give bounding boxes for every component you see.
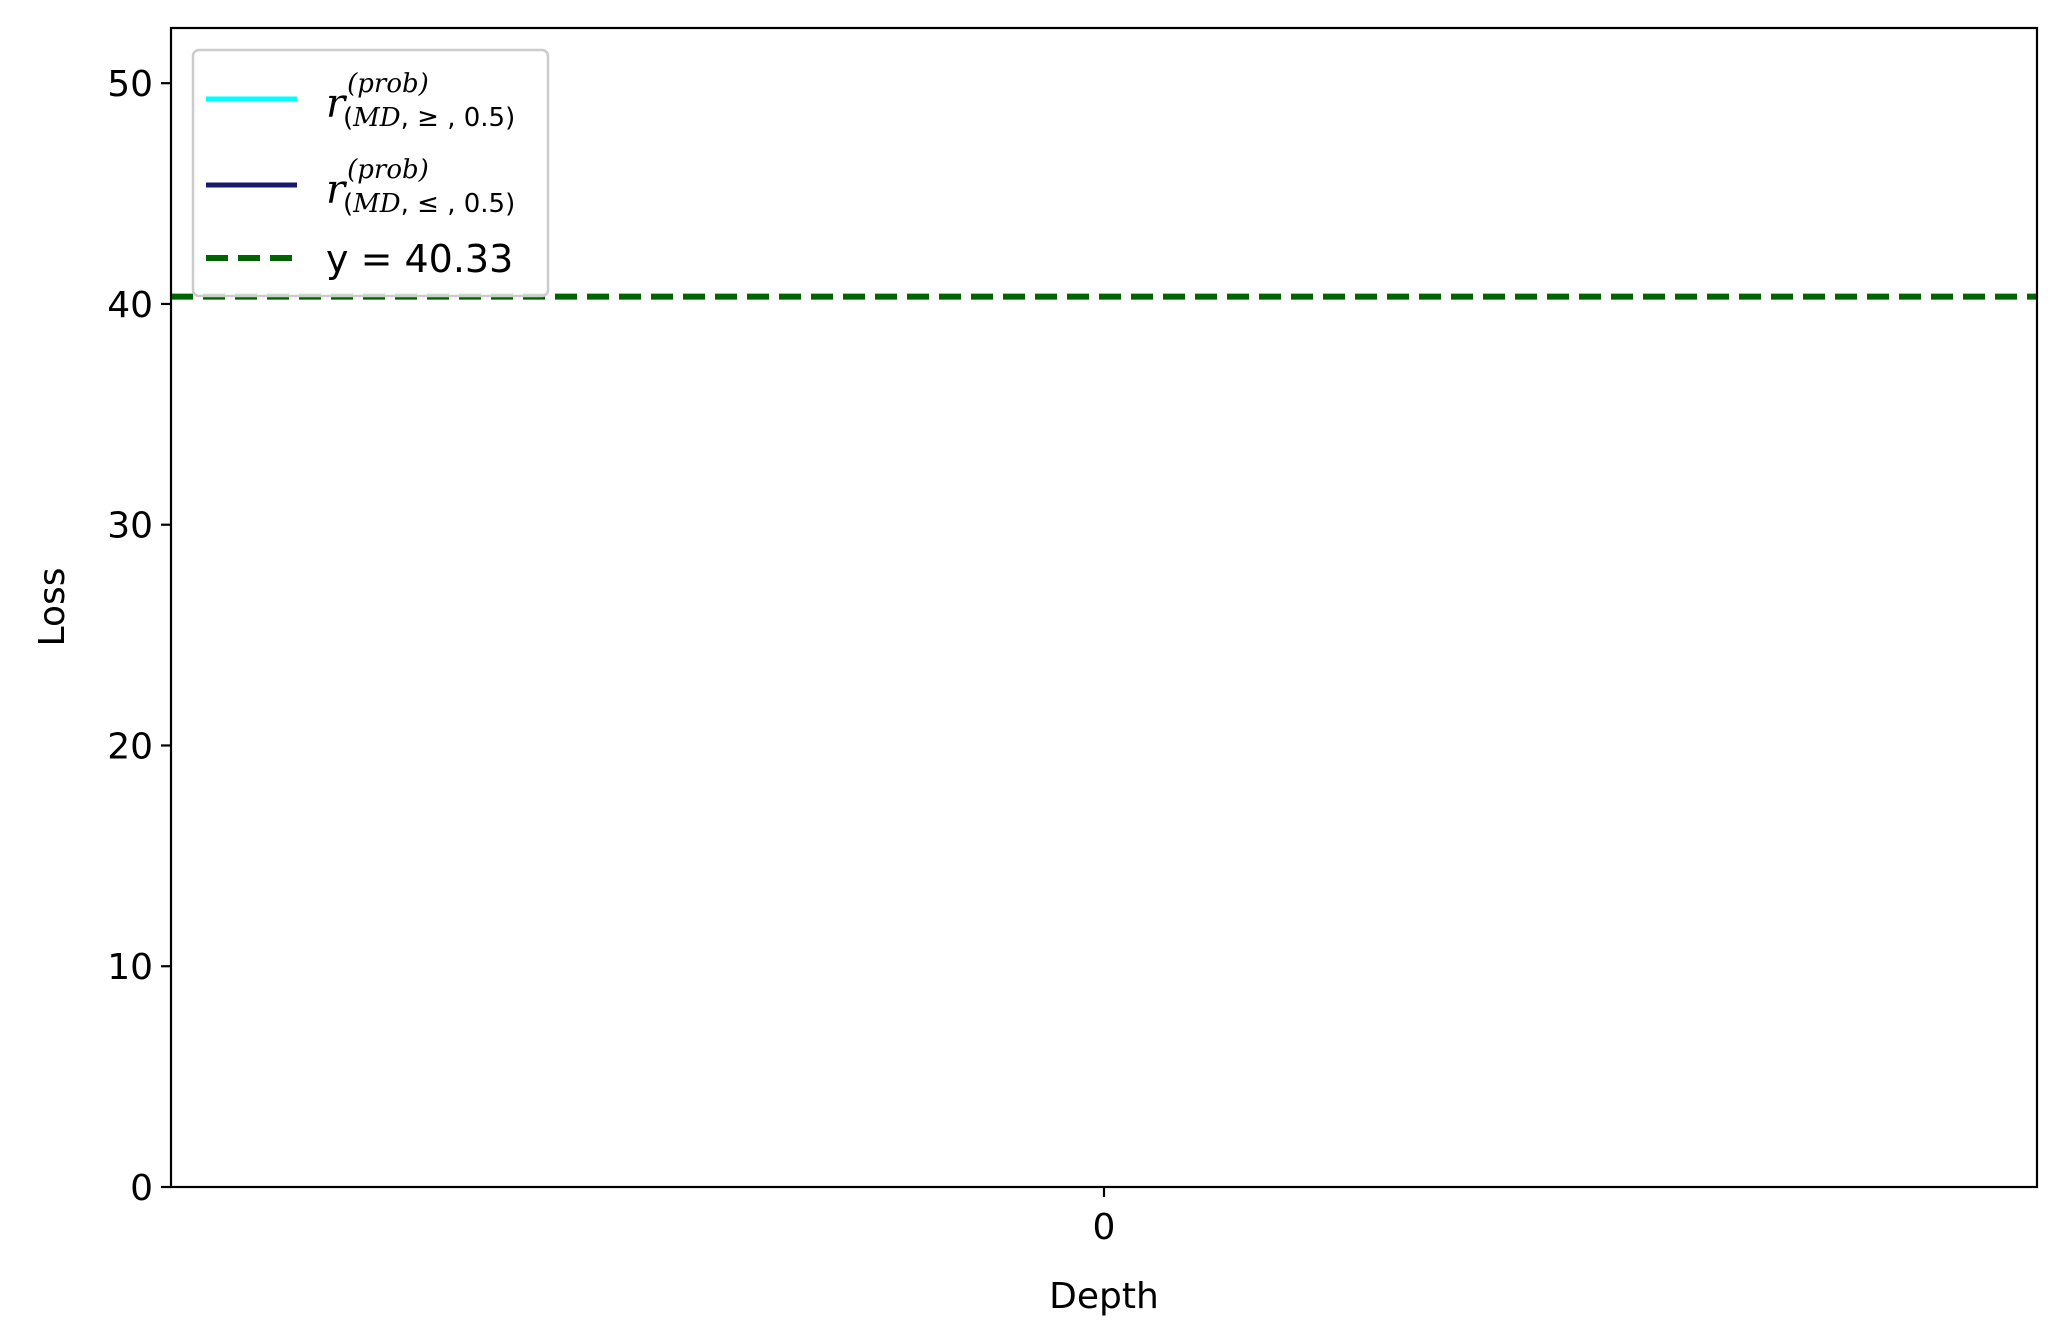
- legend-label: y = 40.33: [326, 237, 513, 281]
- legend-entry: r(prob) (MD, ≥ , 0.5): [206, 69, 515, 133]
- legend-label: r(prob) (MD, ≤ , 0.5): [326, 155, 515, 219]
- legend-box: [191, 48, 550, 298]
- x-axis-label: Depth: [1049, 1276, 1159, 1317]
- legend-label: r(prob) (MD, ≥ , 0.5): [326, 69, 515, 133]
- y-tick-label: 0: [130, 1168, 153, 1209]
- y-axis-label: Loss: [32, 568, 73, 647]
- y-tick-label: 50: [107, 64, 153, 105]
- y-tick-label: 20: [107, 726, 153, 767]
- y-tick-label: 40: [107, 285, 153, 326]
- y-tick-label: 30: [107, 506, 153, 547]
- y-tick-label: 10: [107, 947, 153, 988]
- legend: r(prob) (MD, ≥ , 0.5) r(prob) (MD, ≤ , 0.5…: [191, 48, 550, 298]
- y-axis: 0 10 20 30 40 50: [107, 64, 171, 1209]
- legend-entry: y = 40.33: [206, 237, 513, 281]
- legend-entry: r(prob) (MD, ≤ , 0.5): [206, 155, 515, 219]
- x-axis: 0: [1093, 1187, 1116, 1248]
- x-tick-label: 0: [1093, 1207, 1116, 1248]
